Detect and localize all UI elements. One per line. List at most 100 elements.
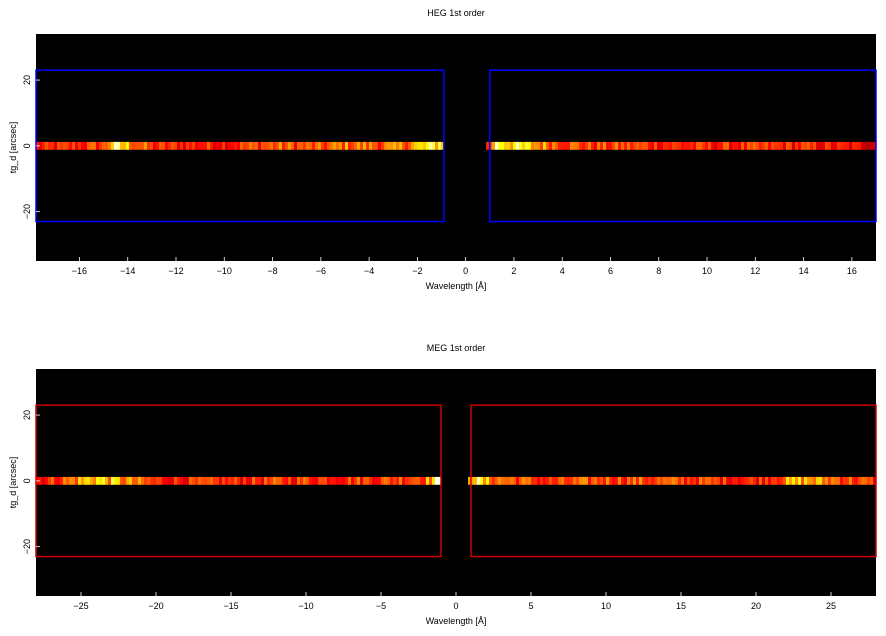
meg-spectrum-bin <box>585 476 588 485</box>
meg-xtick-label: −20 <box>148 601 163 611</box>
heg-spectrum-bin <box>336 141 339 150</box>
meg-spectrum-bin <box>735 476 738 485</box>
heg-xtick-label: 6 <box>608 266 613 276</box>
meg-spectrum-bin <box>153 476 156 485</box>
meg-spectrum-bin <box>681 476 684 485</box>
meg-spectrum-bin <box>168 476 171 485</box>
meg-spectrum-bin <box>714 476 717 485</box>
meg-spectrum-bin <box>654 476 657 485</box>
heg-spectrum-bin <box>612 141 615 150</box>
meg-spectrum-bin <box>387 476 390 485</box>
meg-spectrum-bin <box>783 476 786 485</box>
heg-spectrum-bin <box>72 141 75 150</box>
heg-spectrum-bin <box>372 141 375 150</box>
meg-spectrum-bin <box>252 476 255 485</box>
heg-spectrum-bin <box>252 141 255 150</box>
meg-spectrum-bin <box>297 476 300 485</box>
heg-spectrum-bin <box>834 141 837 150</box>
meg-spectrum-bin <box>333 476 336 485</box>
meg-spectrum-bin <box>615 476 618 485</box>
meg-spectrum-bin <box>267 476 270 485</box>
meg-spectrum-bin <box>675 476 678 485</box>
meg-spectrum-bin <box>507 476 510 485</box>
heg-spectrum-bin <box>54 141 57 150</box>
meg-spectrum-bin <box>150 476 153 485</box>
meg-spectrum-bin <box>411 476 414 485</box>
heg-spectrum-bin <box>153 141 156 150</box>
heg-spectrum-bin <box>843 141 846 150</box>
heg-spectrum-bin <box>300 141 303 150</box>
meg-spectrum-bin <box>744 476 747 485</box>
heg-spectrum-bin <box>84 141 87 150</box>
meg-spectrum-bin <box>369 476 372 485</box>
meg-spectrum-bin <box>180 476 183 485</box>
meg-title: MEG 1st order <box>427 343 486 353</box>
heg-spectrum-bin <box>549 141 552 150</box>
heg-spectrum-bin <box>555 141 558 150</box>
heg-spectrum-bin <box>846 141 849 150</box>
meg-spectrum-bin <box>423 476 426 485</box>
heg-spectrum-bin <box>810 141 813 150</box>
meg-spectrum-bin <box>480 476 483 485</box>
heg-spectrum-bin <box>738 141 741 150</box>
heg-spectrum-bin <box>438 141 441 150</box>
meg-spectrum-bin <box>285 476 288 485</box>
meg-spectrum-bin <box>861 476 864 485</box>
meg-xtick-label: 15 <box>676 601 686 611</box>
heg-spectrum-bin <box>282 141 285 150</box>
heg-spectrum-bin <box>666 141 669 150</box>
meg-spectrum-bin <box>288 476 291 485</box>
meg-spectrum-bin <box>816 476 819 485</box>
heg-spectrum-bin <box>762 141 765 150</box>
meg-spectrum-bin <box>513 476 516 485</box>
heg-spectrum-bin <box>129 141 132 150</box>
heg-spectrum-bin <box>510 141 513 150</box>
meg-spectrum-bin <box>552 476 555 485</box>
heg-spectrum-bin <box>732 141 735 150</box>
heg-spectrum-bin <box>237 141 240 150</box>
meg-spectrum-bin <box>849 476 852 485</box>
heg-spectrum-bin <box>42 141 45 150</box>
heg-spectrum-bin <box>318 141 321 150</box>
meg-spectrum-bin <box>855 476 858 485</box>
heg-spectrum-bin <box>636 141 639 150</box>
meg-spectrum-bin <box>801 476 804 485</box>
meg-spectrum-bin <box>669 476 672 485</box>
heg-spectrum-bin <box>708 141 711 150</box>
heg-spectrum-bin <box>114 141 117 150</box>
meg-spectrum-bin <box>810 476 813 485</box>
heg-xtick-label: −12 <box>168 266 183 276</box>
meg-spectrum-bin <box>63 476 66 485</box>
meg-spectrum-bin <box>792 476 795 485</box>
meg-spectrum-bin <box>699 476 702 485</box>
meg-spectrum-bin <box>360 476 363 485</box>
meg-spectrum-bin <box>804 476 807 485</box>
heg-spectrum-bin <box>654 141 657 150</box>
heg-spectrum-bin <box>801 141 804 150</box>
meg-spectrum-bin <box>144 476 147 485</box>
heg-spectrum-bin <box>609 141 612 150</box>
meg-spectrum-bin <box>213 476 216 485</box>
heg-spectrum-bin <box>276 141 279 150</box>
meg-spectrum-bin <box>291 476 294 485</box>
heg-spectrum-bin <box>624 141 627 150</box>
meg-spectrum-bin <box>417 476 420 485</box>
meg-spectrum-bin <box>501 476 504 485</box>
heg-spectrum-bin <box>387 141 390 150</box>
heg-spectrum-bin <box>243 141 246 150</box>
meg-spectrum-bin <box>87 476 90 485</box>
meg-spectrum-bin <box>609 476 612 485</box>
heg-spectrum-bin <box>642 141 645 150</box>
heg-xtick-label: 10 <box>702 266 712 276</box>
meg-spectrum-bin <box>546 476 549 485</box>
meg-spectrum-bin <box>720 476 723 485</box>
meg-spectrum-bin <box>642 476 645 485</box>
heg-spectrum-bin <box>189 141 192 150</box>
heg-spectrum-bin <box>714 141 717 150</box>
heg-spectrum-bin <box>585 141 588 150</box>
heg-xtick-label: −6 <box>316 266 326 276</box>
meg-spectrum-bin <box>276 476 279 485</box>
meg-spectrum-bin <box>522 476 525 485</box>
meg-spectrum-bin <box>636 476 639 485</box>
meg-spectrum-bin <box>492 476 495 485</box>
